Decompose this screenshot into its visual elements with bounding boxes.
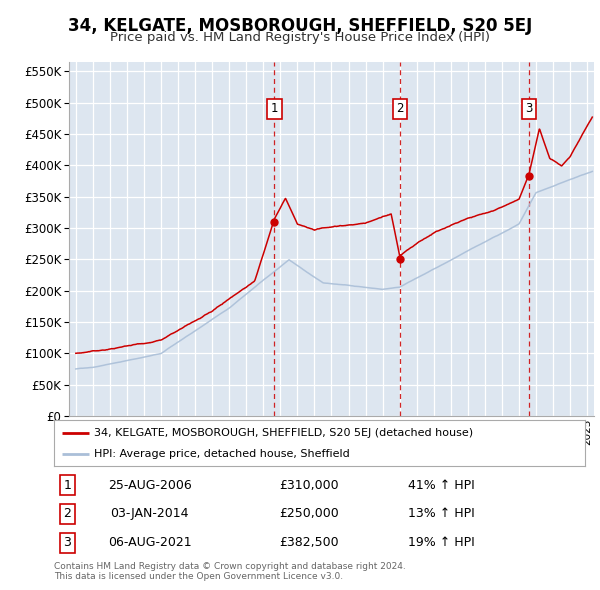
Text: 3: 3 bbox=[64, 536, 71, 549]
Text: 1: 1 bbox=[64, 478, 71, 491]
Text: Price paid vs. HM Land Registry's House Price Index (HPI): Price paid vs. HM Land Registry's House … bbox=[110, 31, 490, 44]
Text: 1: 1 bbox=[271, 103, 278, 116]
Text: This data is licensed under the Open Government Licence v3.0.: This data is licensed under the Open Gov… bbox=[54, 572, 343, 581]
Text: £250,000: £250,000 bbox=[279, 507, 339, 520]
Text: £382,500: £382,500 bbox=[279, 536, 338, 549]
Text: 2: 2 bbox=[396, 103, 404, 116]
Text: £310,000: £310,000 bbox=[279, 478, 338, 491]
Text: HPI: Average price, detached house, Sheffield: HPI: Average price, detached house, Shef… bbox=[94, 448, 350, 458]
Text: 13% ↑ HPI: 13% ↑ HPI bbox=[408, 507, 475, 520]
Text: 34, KELGATE, MOSBOROUGH, SHEFFIELD, S20 5EJ: 34, KELGATE, MOSBOROUGH, SHEFFIELD, S20 … bbox=[68, 17, 532, 35]
Text: 34, KELGATE, MOSBOROUGH, SHEFFIELD, S20 5EJ (detached house): 34, KELGATE, MOSBOROUGH, SHEFFIELD, S20 … bbox=[94, 428, 473, 438]
Text: 2: 2 bbox=[64, 507, 71, 520]
Text: 3: 3 bbox=[526, 103, 533, 116]
Text: 03-JAN-2014: 03-JAN-2014 bbox=[110, 507, 189, 520]
Text: 25-AUG-2006: 25-AUG-2006 bbox=[108, 478, 191, 491]
Text: 41% ↑ HPI: 41% ↑ HPI bbox=[408, 478, 475, 491]
Text: 06-AUG-2021: 06-AUG-2021 bbox=[108, 536, 191, 549]
Text: Contains HM Land Registry data © Crown copyright and database right 2024.: Contains HM Land Registry data © Crown c… bbox=[54, 562, 406, 571]
Text: 19% ↑ HPI: 19% ↑ HPI bbox=[408, 536, 475, 549]
